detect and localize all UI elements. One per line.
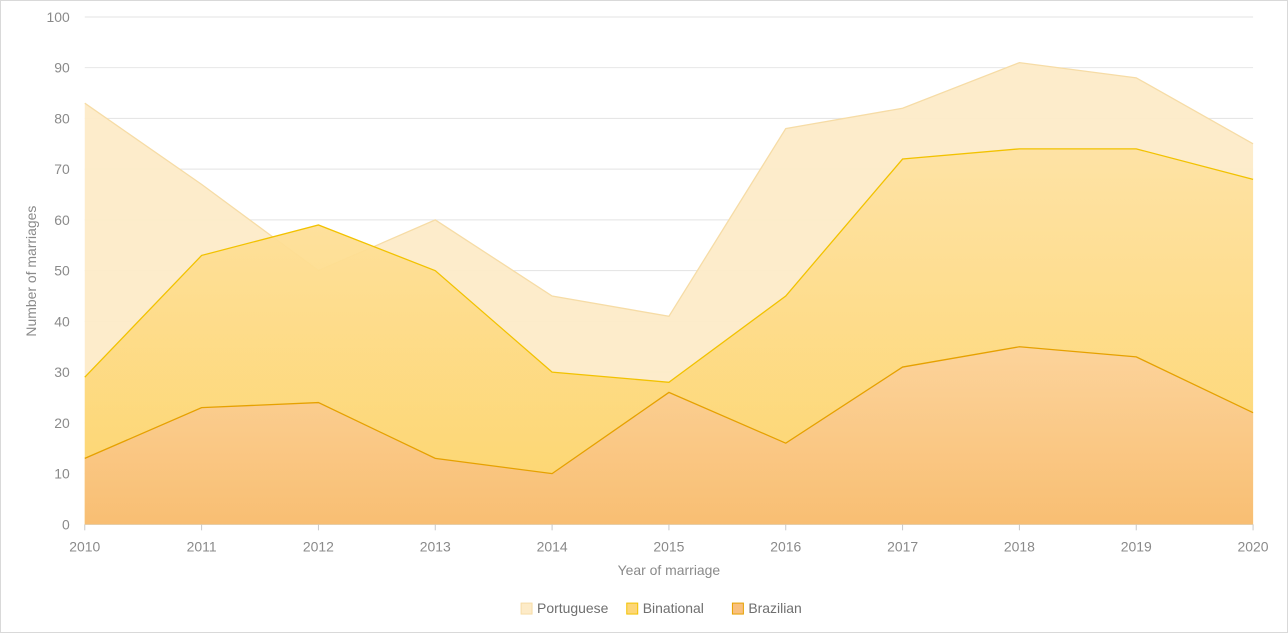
legend-label: Brazilian xyxy=(748,600,801,616)
y-tick-label: 80 xyxy=(54,110,70,126)
y-tick-label: 50 xyxy=(54,263,70,279)
x-axis-ticks: 2010 2011 2012 2013 2014 2015 2016 2017 2018 2019… xyxy=(69,524,1269,554)
area-brazilian xyxy=(84,346,1254,525)
legend-item[interactable]: Binational xyxy=(626,600,704,616)
x-tick-label: 2012 xyxy=(303,538,334,554)
series-areas xyxy=(84,61,1254,525)
x-axis-title: Year of marriage xyxy=(618,562,721,578)
y-tick-label: 60 xyxy=(54,212,70,228)
y-tick-label: 0 xyxy=(62,516,70,532)
x-tick-label: 2017 xyxy=(887,538,918,554)
y-tick-label: 100 xyxy=(47,9,71,25)
legend-item[interactable]: Portuguese xyxy=(520,600,609,616)
legend-swatch xyxy=(731,602,744,615)
x-tick-label: 2010 xyxy=(69,538,100,554)
y-axis-ticks: 0 10 20 30 40 50 60 70 80 90 100 xyxy=(47,9,71,532)
y-tick-label: 30 xyxy=(54,364,70,380)
y-tick-label: 10 xyxy=(54,466,70,482)
legend-swatch xyxy=(626,602,639,615)
legend-item[interactable]: Brazilian xyxy=(731,600,802,616)
x-tick-label: 2013 xyxy=(420,538,451,554)
legend-label: Portuguese xyxy=(537,600,609,616)
legend-swatch xyxy=(520,602,533,615)
x-tick-label: 2015 xyxy=(653,538,684,554)
x-tick-label: 2011 xyxy=(187,538,217,554)
y-axis-title: Number of marriages xyxy=(23,206,39,337)
y-tick-label: 40 xyxy=(54,313,70,329)
x-tick-label: 2020 xyxy=(1238,538,1269,554)
line-brazilian xyxy=(84,346,1254,475)
y-tick-label: 70 xyxy=(54,161,70,177)
y-tick-label: 90 xyxy=(54,60,70,76)
x-tick-label: 2019 xyxy=(1121,538,1152,554)
x-tick-label: 2018 xyxy=(1004,538,1035,554)
legend-label: Binational xyxy=(643,600,704,616)
x-tick-label: 2016 xyxy=(770,538,801,554)
y-tick-label: 20 xyxy=(54,415,70,431)
legend: Portuguese Binational Brazilian xyxy=(520,600,802,616)
line-binational xyxy=(84,148,1254,383)
x-tick-label: 2014 xyxy=(537,538,568,554)
